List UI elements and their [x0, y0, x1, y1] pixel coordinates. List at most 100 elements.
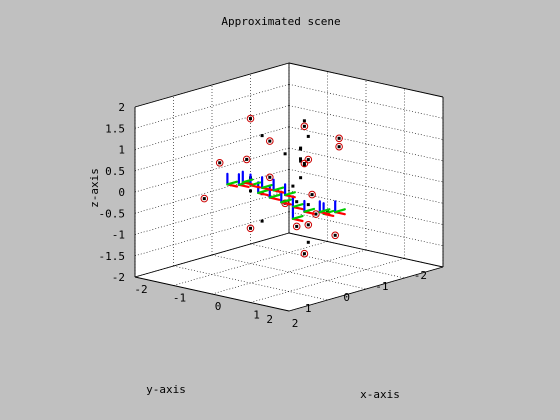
camera-frame	[284, 183, 296, 199]
z-tick-label: 1.5	[105, 122, 125, 135]
axes-edge	[288, 266, 444, 312]
scene-point	[260, 219, 264, 223]
circled-point-ring	[246, 224, 255, 233]
back-wall-gridline	[288, 147, 444, 183]
circled-point-ring	[242, 155, 251, 164]
back-wall-gridline	[288, 105, 444, 140]
z-tick-label: -1	[112, 229, 125, 242]
scene-point	[295, 200, 299, 204]
y-tick-label: 2	[266, 313, 273, 326]
scene-point	[306, 203, 310, 207]
circled-point	[333, 233, 337, 237]
x-tick-label: 1	[253, 309, 260, 322]
camera-frame-y	[318, 208, 331, 214]
circled-point-ring	[215, 159, 224, 167]
floor-gridline	[173, 265, 328, 301]
camera-frame	[318, 200, 331, 216]
scene-point	[306, 134, 310, 138]
circled-point	[218, 161, 222, 165]
camera-frame	[334, 200, 346, 216]
camera-frame-y	[272, 186, 285, 192]
y-tick-label: 1	[305, 302, 312, 315]
axes-edge	[288, 62, 444, 98]
x-tick-label: -1	[173, 292, 186, 305]
circled-point	[306, 158, 310, 162]
camera-frame-y	[261, 184, 273, 189]
back-wall-gridline	[288, 83, 444, 119]
camera-frame	[272, 178, 285, 194]
x-tick-label: -2	[134, 283, 147, 296]
x-tick-label: 2	[292, 317, 299, 330]
y-tick-label: -2	[414, 269, 427, 282]
camera-frame-y	[280, 198, 292, 204]
circled-point	[302, 252, 306, 256]
axes-edge	[134, 232, 290, 278]
chart-title: Approximated scene	[221, 15, 340, 28]
floor-gridline	[211, 254, 367, 290]
axes-edge	[134, 62, 290, 108]
z-tick-label: -1.5	[99, 250, 126, 263]
back-wall-gridline	[288, 126, 444, 162]
scene-point	[302, 119, 306, 123]
y-axis-label: y-axis	[146, 383, 186, 396]
z-tick-label: -2	[112, 271, 125, 284]
scene-point	[306, 240, 310, 244]
circled-point	[245, 157, 249, 161]
camera-frame-y	[303, 207, 316, 213]
x-tick-label: 0	[215, 300, 222, 313]
camera-frame	[241, 170, 254, 186]
y-tick-label: -1	[375, 280, 388, 293]
camera-frame	[291, 195, 304, 211]
circled-point	[310, 193, 314, 197]
circled-point-ring	[292, 222, 301, 231]
scene-point	[283, 152, 287, 156]
camera-frame-y	[257, 189, 269, 194]
floor-gridline	[250, 243, 405, 279]
camera-frame	[291, 207, 304, 223]
camera-frame-y	[226, 180, 239, 186]
circled-point-ring	[304, 221, 313, 229]
circled-point	[337, 136, 341, 140]
circled-point	[202, 197, 206, 201]
circled-point-ring	[266, 173, 274, 182]
camera-frame	[280, 190, 292, 206]
scene-point	[299, 159, 303, 163]
circled-point	[249, 117, 252, 121]
circled-point	[306, 223, 310, 227]
z-tick-label: 0	[118, 186, 125, 199]
z-tick-label: 1	[118, 144, 125, 157]
z-tick-label: 0.5	[105, 165, 125, 178]
scene-point	[299, 146, 303, 150]
circled-point	[302, 124, 306, 128]
scene-point	[291, 184, 295, 188]
scene-point	[249, 189, 252, 193]
circled-point-ring	[266, 137, 274, 145]
z-axis-label: z-axis	[88, 168, 101, 208]
camera-frame-y	[241, 178, 254, 184]
circled-point	[268, 175, 272, 179]
scene-point	[299, 157, 302, 161]
circled-point	[314, 212, 318, 216]
circled-point-ring	[335, 134, 343, 143]
axes-edge	[134, 276, 290, 312]
camera-frame	[303, 199, 316, 215]
back-wall-gridline	[288, 168, 444, 204]
data-marks	[200, 114, 346, 258]
x-axis-label: x-axis	[360, 388, 400, 401]
scene-point	[326, 209, 329, 213]
circled-point	[295, 224, 299, 228]
camera-frame-y	[268, 193, 281, 199]
scene-point	[299, 176, 303, 180]
circled-point-ring	[200, 194, 209, 203]
z-tick-label: 2	[118, 101, 125, 114]
circled-point-ring	[335, 142, 343, 151]
back-wall-gridline	[288, 190, 444, 225]
circled-point	[337, 145, 341, 149]
circled-point	[302, 162, 306, 165]
z-tick-label: -0.5	[99, 207, 126, 220]
circled-point	[268, 139, 272, 143]
camera-frame-y	[284, 191, 296, 197]
circled-point-ring	[300, 122, 309, 131]
circled-point	[249, 226, 252, 230]
